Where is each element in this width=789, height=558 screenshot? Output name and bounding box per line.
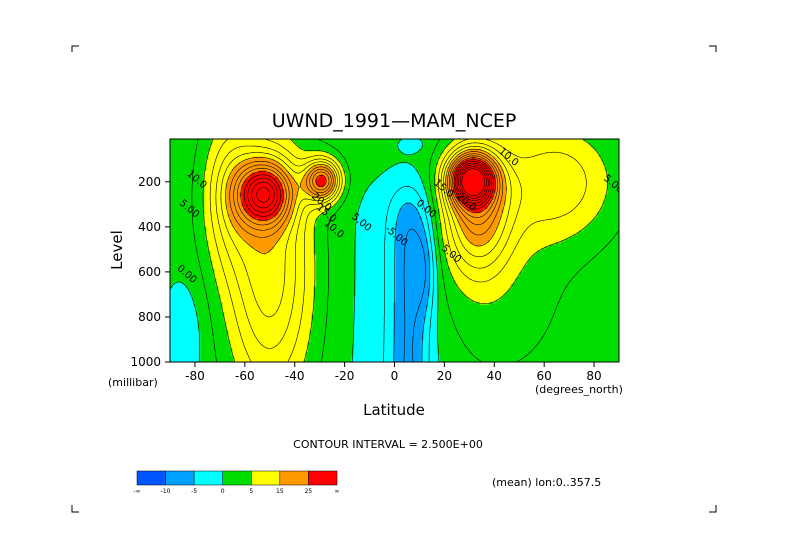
colorbar-swatch [136,470,166,486]
contour-line [393,202,431,362]
colorbar-label: 25 [305,488,313,495]
y-tick-label: 1000 [130,355,161,369]
x-tick-label: -60 [235,369,255,383]
contour-line [240,157,496,221]
colorbar-swatch [251,470,281,486]
contour-line [191,139,619,362]
x-tick-label: -40 [285,369,305,383]
colorbar-label: -5 [191,488,197,495]
contour-line [383,186,434,362]
x-tick-label: -80 [185,369,205,383]
mean-longitude-note: (mean) lon:0..357.5 [492,476,601,489]
y-axis-label: Level [108,230,126,270]
contour-line [403,228,426,362]
plot-area: 10.05.00 20.015.010.0 5.00-5.000.0015.020.… [170,139,619,362]
colorbar-swatch [308,470,338,486]
y-tick-label: 200 [138,175,161,189]
colorbar-label: -10 [161,488,171,495]
x-tick-label: -20 [335,369,355,383]
x-axis-label: Latitude [363,401,425,419]
contour-interval-text: CONTOUR INTERVAL = 2.500E+00 [293,438,483,451]
colorbar-label: 5 [249,488,253,495]
contour-line [215,142,522,349]
colorbar-label: 0 [221,488,225,495]
contour-line [233,153,501,231]
contour-line [459,166,487,199]
contour-line [170,139,440,362]
contour-line [209,139,587,362]
y-tick-label: 600 [138,265,161,279]
contour-line [220,146,512,318]
x-tick-label: 0 [391,369,399,383]
colorbar: -∞ -10 -5 0 5 15 25 ∞ [133,470,340,495]
contour-line [256,164,489,203]
contour-line [225,148,507,254]
contour-line [247,161,493,213]
colorbar-swatch [165,470,195,486]
y-unit-label: (millibar) [108,376,158,389]
x-tick-label: 80 [586,369,601,383]
x-unit-label: (degrees_north) [535,383,623,396]
colorbar-label: 15 [276,488,284,495]
x-tick-label: 60 [537,369,552,383]
colorbar-swatch [193,470,223,486]
corner-marks [71,45,717,513]
colorbar-label: -∞ [133,488,140,495]
colorbar-swatch [222,470,252,486]
chart-title: UWND_1991—MAM_NCEP [272,110,517,132]
contour-lines [170,139,619,362]
y-tick-label: 400 [138,220,161,234]
contour-line [229,151,504,238]
x-tick-label: 40 [487,369,502,383]
contour-line [243,159,494,217]
x-tick-label: 20 [437,369,452,383]
contour-line [461,168,485,197]
contour-line [236,155,498,226]
contour-line [251,162,491,209]
y-axis: 200 400 600 800 1000 [130,175,170,369]
contour-line [202,139,608,362]
colorbar-swatch [279,470,309,486]
colorbar-label: ∞ [335,488,340,495]
x-axis: -80 -60 -40 -20 0 20 40 60 80 [185,362,602,383]
y-tick-label: 800 [138,310,161,324]
